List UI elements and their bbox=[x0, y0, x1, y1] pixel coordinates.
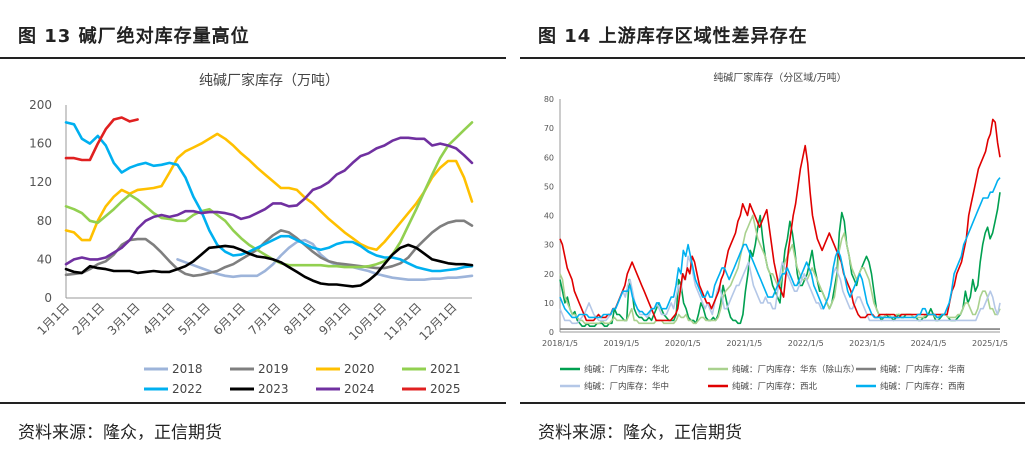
plant-inventory-chart: 纯碱厂家库存（万吨） 0 40 80 120 160 200 1月1日2月1日3月1日4月1日… bbox=[29, 72, 474, 396]
legend-label-纯碱：厂内库存：华东（除山东）: 纯碱：厂内库存：华东（除山东） bbox=[732, 364, 860, 375]
legend-label-2024: 2024 bbox=[344, 382, 375, 396]
legend-label-2025: 2025 bbox=[430, 382, 461, 396]
y-tick-label: 80 bbox=[544, 95, 554, 104]
x-tick-label: 2021/1/5 bbox=[726, 339, 762, 348]
x-tick-label: 12月1日 bbox=[416, 300, 459, 343]
series-line-2022 bbox=[64, 121, 474, 273]
figure-14-source: 资料来源：隆众，正信期货 bbox=[538, 423, 742, 443]
y-tick-label: 10 bbox=[544, 299, 554, 308]
legend-label-纯碱：厂内库存：华中: 纯碱：厂内库存：华中 bbox=[584, 381, 669, 392]
bottom-rule bbox=[0, 402, 506, 404]
bottom-rule bbox=[520, 402, 1025, 404]
figure-14-panel: 图 14 上游库存区域性差异存在 纯碱厂家库存（分区域/万吨） 0 10 20 30 40… bbox=[520, 0, 1025, 467]
y-tick-label: 200 bbox=[29, 98, 52, 112]
legend-label-纯碱：厂内库存：华北: 纯碱：厂内库存：华北 bbox=[584, 364, 670, 375]
y-tick-label: 120 bbox=[29, 175, 52, 189]
series-line-纯碱：厂内库存：西南 bbox=[559, 177, 1001, 319]
legend-label-2018: 2018 bbox=[172, 362, 203, 376]
legend-label-2019: 2019 bbox=[258, 362, 289, 376]
figure-14-title: 图 14 上游库存区域性差异存在 bbox=[538, 26, 808, 47]
y-tick-label: 160 bbox=[29, 137, 52, 151]
figure-13-source: 资料来源：隆众，正信期货 bbox=[18, 423, 222, 443]
legend-label-纯碱：厂内库存：华南: 纯碱：厂内库存：华南 bbox=[880, 364, 965, 375]
y-tick-label: 50 bbox=[544, 182, 554, 191]
x-tick-label: 2023/1/5 bbox=[849, 339, 885, 348]
series-line-2023 bbox=[64, 243, 474, 288]
x-tick-label: 4月1日 bbox=[140, 300, 178, 338]
legend-label-纯碱：厂内库存：西南: 纯碱：厂内库存：西南 bbox=[880, 381, 965, 392]
y-tick-label: 80 bbox=[37, 214, 52, 228]
y-tick-label: 0 bbox=[549, 328, 554, 337]
x-tick-label: 2月1日 bbox=[70, 300, 108, 338]
x-tick-label: 2024/1/5 bbox=[911, 339, 947, 348]
x-tick-label: 2019/1/5 bbox=[603, 339, 639, 348]
top-rule bbox=[520, 57, 1025, 59]
series-line-纯碱：厂内库存：华北 bbox=[559, 192, 1001, 327]
x-tick-label: 10月1日 bbox=[346, 300, 389, 343]
x-tick-label: 3月1日 bbox=[105, 300, 143, 338]
x-tick-label: 5月1日 bbox=[175, 300, 213, 338]
y-tick-label: 0 bbox=[44, 291, 52, 305]
legend-label-纯碱：厂内库存：西北: 纯碱：厂内库存：西北 bbox=[732, 381, 818, 392]
chart-title: 纯碱厂家库存（万吨） bbox=[199, 72, 339, 89]
y-tick-label: 40 bbox=[544, 212, 554, 221]
x-tick-label: 2025/1/5 bbox=[972, 339, 1008, 348]
x-tick-label: 7月1日 bbox=[246, 300, 284, 338]
legend-label-2022: 2022 bbox=[172, 382, 203, 396]
chart-title: 纯碱厂家库存（分区域/万吨） bbox=[713, 71, 846, 84]
x-tick-label: 2022/1/5 bbox=[788, 339, 824, 348]
legend-label-2020: 2020 bbox=[344, 362, 375, 376]
x-tick-label: 11月1日 bbox=[381, 300, 424, 343]
legend-label-2021: 2021 bbox=[430, 362, 461, 376]
figure-13-panel: 图 13 碱厂绝对库存量高位 纯碱厂家库存（万吨） 0 40 80 120 160 200 1… bbox=[0, 0, 506, 467]
series-line-2021 bbox=[64, 121, 474, 269]
series-line-2025 bbox=[64, 116, 139, 162]
series-line-纯碱：厂内库存：华东（除山东） bbox=[559, 214, 1001, 325]
y-tick-label: 40 bbox=[37, 252, 52, 266]
y-tick-label: 20 bbox=[544, 270, 554, 279]
x-tick-label: 8月1日 bbox=[281, 300, 319, 338]
series-line-纯碱：厂内库存：华中 bbox=[559, 255, 1001, 325]
x-tick-label: 1月1日 bbox=[34, 300, 72, 338]
top-rule bbox=[0, 57, 506, 59]
y-tick-label: 60 bbox=[544, 153, 554, 162]
series-line-2024 bbox=[64, 136, 474, 266]
x-tick-label: 2018/1/5 bbox=[542, 339, 578, 348]
figure-13-title: 图 13 碱厂绝对库存量高位 bbox=[18, 26, 250, 47]
regional-inventory-chart: 纯碱厂家库存（分区域/万吨） 0 10 20 30 40 50 60 70 80 2018/1/5 2… bbox=[542, 71, 1008, 392]
y-tick-label: 70 bbox=[544, 124, 554, 133]
x-tick-label: 2020/1/5 bbox=[665, 339, 701, 348]
series-line-2018 bbox=[176, 238, 474, 281]
legend-label-2023: 2023 bbox=[258, 382, 289, 396]
series-line-2020 bbox=[64, 132, 474, 252]
y-tick-label: 30 bbox=[544, 241, 554, 250]
x-tick-label: 6月1日 bbox=[211, 300, 249, 338]
